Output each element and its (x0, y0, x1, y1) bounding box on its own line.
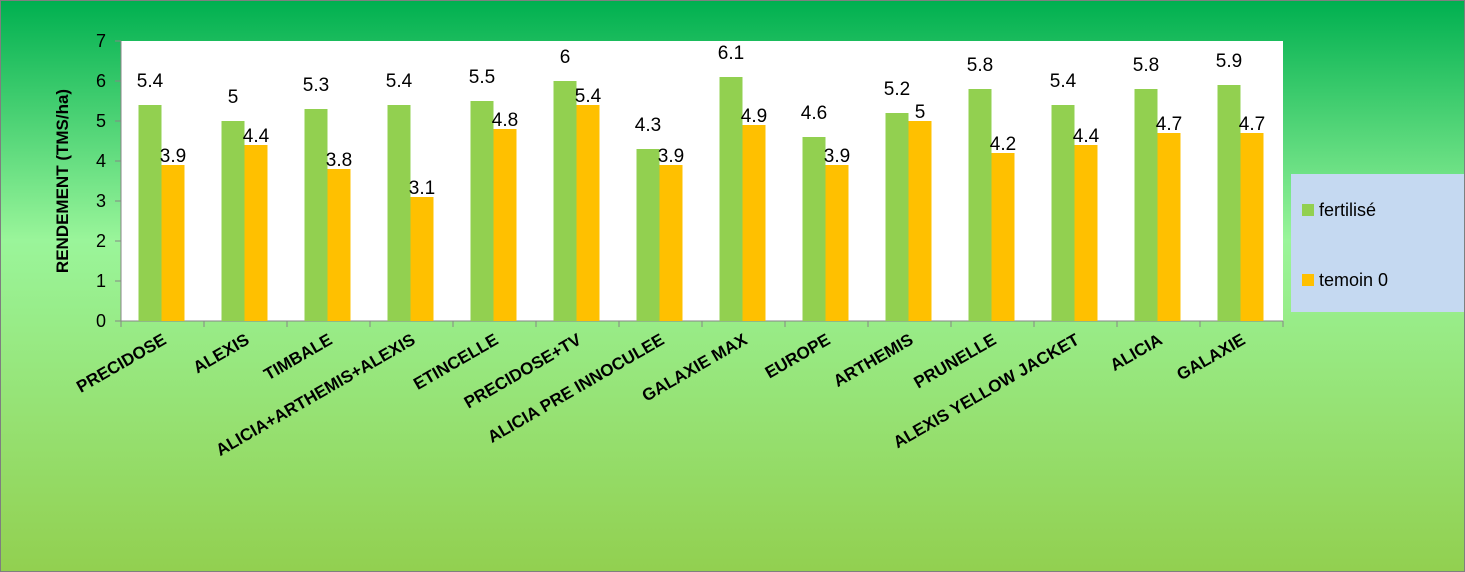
data-label-temoin: 3.1 (409, 178, 435, 199)
data-label-temoin: 3.9 (658, 146, 684, 167)
data-label-temoin: 4.4 (243, 126, 270, 147)
bar-temoin (493, 129, 517, 321)
data-label-fertilise: 4.6 (801, 103, 827, 124)
bar-fertilise (1051, 105, 1075, 321)
y-tick-label: 4 (96, 151, 106, 171)
bar-fertilise (221, 121, 245, 321)
data-label-temoin: 4.2 (990, 134, 1016, 155)
bar-temoin (991, 153, 1015, 321)
bar-temoin (742, 125, 766, 321)
bar-temoin (244, 145, 268, 321)
legend-swatch-fertilise (1302, 204, 1314, 216)
bar-temoin (1157, 133, 1181, 321)
bar-fertilise (553, 81, 577, 321)
data-label-temoin: 4.7 (1239, 114, 1265, 135)
data-label-fertilise: 5.3 (303, 75, 329, 96)
data-label-temoin: 4.8 (492, 110, 518, 131)
y-tick-label: 6 (96, 71, 106, 91)
y-tick-label: 7 (96, 31, 106, 51)
data-label-fertilise: 5.9 (1216, 51, 1242, 72)
plot-area (121, 41, 1283, 321)
bar-temoin (1074, 145, 1098, 321)
data-label-temoin: 4.4 (1073, 126, 1100, 147)
bar-temoin (908, 121, 932, 321)
bar-fertilise (885, 113, 909, 321)
data-label-temoin: 4.9 (741, 106, 767, 127)
bar-fertilise (636, 149, 660, 321)
bar-fertilise (968, 89, 992, 321)
y-tick-label: 1 (96, 271, 106, 291)
bar-temoin (1240, 133, 1264, 321)
data-label-fertilise: 6.1 (718, 43, 744, 64)
bar-fertilise (802, 137, 826, 321)
y-tick-label: 5 (96, 111, 106, 131)
y-tick-label: 0 (96, 311, 106, 331)
bar-temoin (161, 165, 185, 321)
bar-temoin (410, 197, 434, 321)
data-label-fertilise: 5.4 (137, 71, 164, 92)
data-label-temoin: 3.8 (326, 150, 352, 171)
data-label-fertilise: 5.8 (1133, 55, 1159, 76)
bar-fertilise (304, 109, 328, 321)
bar-fertilise (1134, 89, 1158, 321)
bar-temoin (825, 165, 849, 321)
bar-fertilise (1217, 85, 1241, 321)
legend: fertilisé temoin 0 (1291, 174, 1464, 312)
data-label-temoin: 4.7 (1156, 114, 1182, 135)
y-axis-title: RENDEMENT (TMS/ha) (53, 89, 72, 273)
data-label-fertilise: 5 (228, 87, 239, 108)
data-label-fertilise: 5.5 (469, 67, 495, 88)
legend-label-temoin: temoin 0 (1319, 270, 1388, 290)
y-tick-label: 2 (96, 231, 106, 251)
y-tick-label: 3 (96, 191, 106, 211)
data-label-temoin: 3.9 (824, 146, 850, 167)
data-label-fertilise: 5.4 (1050, 71, 1077, 92)
bar-fertilise (470, 101, 494, 321)
data-label-temoin: 5.4 (575, 86, 602, 107)
data-label-fertilise: 5.2 (884, 79, 910, 100)
data-label-fertilise: 6 (560, 47, 571, 68)
data-label-temoin: 3.9 (160, 146, 186, 167)
legend-box (1291, 174, 1464, 312)
bar-fertilise (138, 105, 162, 321)
legend-label-fertilise: fertilisé (1319, 200, 1376, 220)
bar-fertilise (719, 77, 743, 321)
data-label-fertilise: 5.4 (386, 71, 413, 92)
legend-swatch-temoin (1302, 274, 1314, 286)
bar-temoin (576, 105, 600, 321)
data-label-temoin: 5 (915, 102, 926, 123)
data-label-fertilise: 4.3 (635, 115, 661, 136)
bars (138, 77, 1264, 321)
bar-fertilise (387, 105, 411, 321)
bar-temoin (659, 165, 683, 321)
bar-temoin (327, 169, 351, 321)
data-label-fertilise: 5.8 (967, 55, 993, 76)
